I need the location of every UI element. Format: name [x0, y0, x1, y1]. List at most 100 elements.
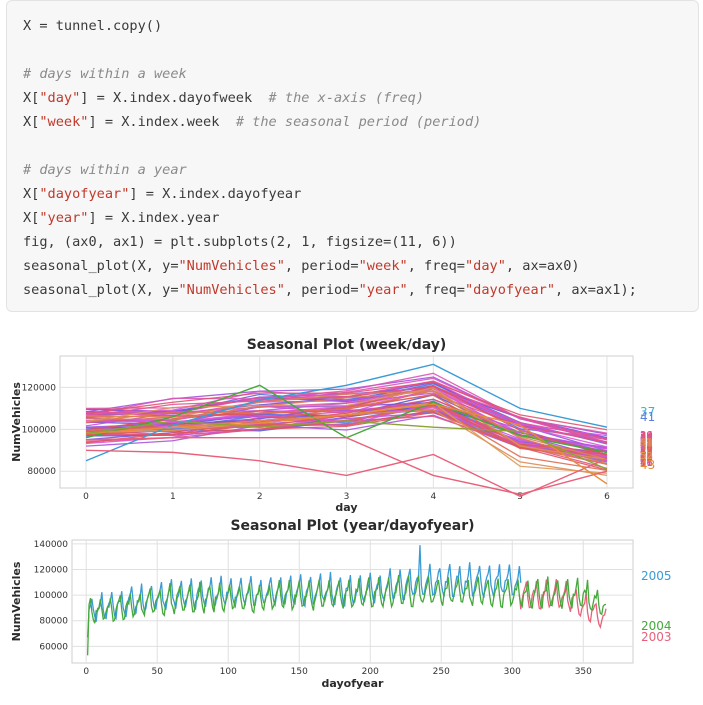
y-tick-label: 100000	[34, 591, 69, 601]
week-series-label: 41	[640, 458, 653, 469]
week-series-line	[85, 401, 608, 453]
code-token: X[	[23, 114, 40, 130]
x-tick-label: 4	[430, 492, 436, 502]
x-axis-label: day	[335, 501, 357, 514]
week-series-label: 40	[640, 453, 653, 464]
legend-label: 41	[640, 410, 655, 424]
y-axis-label: NumVehicles	[10, 561, 23, 641]
week-series-label: 32	[640, 434, 653, 445]
week-series-label: 8	[640, 437, 646, 448]
code-token: # days within a year	[23, 162, 187, 178]
week-series-label: 50	[640, 451, 653, 462]
x-tick-label: 1	[170, 492, 176, 502]
x-tick-label: 300	[504, 667, 521, 677]
week-series-label: 37	[640, 442, 653, 453]
code-token: ] = X.index.dayofyear	[129, 186, 302, 202]
week-series-label: 49	[640, 437, 653, 448]
week-series-label: 5	[640, 448, 646, 459]
year-series-line	[86, 574, 607, 656]
week-series-label: 10	[640, 452, 653, 463]
x-tick-label: 200	[362, 667, 379, 677]
code-token: # the seasonal period (period)	[235, 114, 482, 130]
y-axis-label: NumVehicles	[10, 382, 23, 462]
week-series-label: 29	[640, 434, 653, 445]
x-tick-label: 0	[83, 492, 89, 502]
week-series-label: 9	[640, 436, 646, 447]
code-cell[interactable]: X = tunnel.copy() # days within a week X["…	[6, 0, 699, 312]
week-series-line	[86, 449, 608, 498]
week-series-label: 25	[640, 453, 653, 464]
code-token: , period=	[284, 282, 359, 298]
week-series-line	[85, 390, 608, 465]
week-series-line	[85, 403, 608, 485]
week-series-label: 38	[640, 450, 653, 461]
code-token: ] = X.index.week	[88, 114, 236, 130]
code-token: "dayofyear"	[39, 186, 130, 202]
week-series-line	[85, 411, 608, 471]
week-series-label: 51	[640, 438, 653, 449]
week-series-label: 22	[640, 450, 653, 461]
code-token: "NumVehicles"	[178, 282, 285, 298]
chart-title: Seasonal Plot (year/dayofyear)	[230, 518, 474, 534]
legend-label: 37	[640, 405, 655, 419]
x-tick-label: 0	[83, 667, 89, 677]
week-series-line	[86, 388, 608, 441]
code-token: , ax=ax1);	[555, 282, 637, 298]
week-series-label: 28	[640, 454, 653, 465]
y-tick-label: 80000	[39, 617, 68, 627]
code-token: X[	[23, 210, 40, 226]
y-tick-label: 140000	[34, 540, 69, 550]
week-series-label: 42	[640, 440, 653, 451]
code-line: X["year"] = X.index.year	[23, 208, 219, 228]
code-line: # days within a year	[23, 160, 187, 180]
x-tick-label: 150	[291, 667, 308, 677]
code-line: X["week"] = X.index.week # the seasonal …	[23, 112, 481, 132]
x-tick-label: 2	[257, 492, 263, 502]
week-series-label: 1	[640, 456, 646, 467]
code-token: X = tunnel.copy()	[23, 18, 163, 34]
week-series-label: 17	[640, 458, 653, 469]
y-tick-label: 120000	[22, 383, 57, 393]
code-token: # days within a week	[23, 66, 187, 82]
week-series-label: 6	[640, 447, 646, 458]
code-token: , freq=	[407, 258, 465, 274]
week-series-label: 26	[640, 443, 653, 454]
code-token: ] = X.index.year	[88, 210, 220, 226]
week-series-line	[85, 387, 608, 461]
code-line: X = tunnel.copy()	[23, 16, 162, 36]
week-series-label: 24	[640, 431, 653, 442]
code-line: X["dayofyear"] = X.index.dayofyear	[23, 184, 301, 204]
y-tick-label: 60000	[39, 642, 68, 652]
week-series-label: 11	[640, 446, 653, 457]
chart-title: Seasonal Plot (week/day)	[247, 337, 447, 353]
week-series-label: 39	[640, 430, 653, 441]
week-series-label: 14	[640, 442, 653, 453]
week-series-label: 47	[640, 442, 653, 453]
code-token: "week"	[358, 258, 408, 274]
week-series-label: 13	[640, 433, 653, 444]
code-token: "day"	[39, 90, 81, 106]
week-series-label: 31	[640, 437, 653, 448]
week-series-label: 27	[640, 455, 653, 466]
legend-label: 2003	[641, 630, 672, 644]
week-series-label: 12	[640, 446, 653, 457]
x-axis-label: dayofyear	[322, 677, 385, 690]
week-series-label: 23	[640, 443, 653, 454]
code-token: # the x-axis (freq)	[268, 90, 425, 106]
code-line: seasonal_plot(X, y="NumVehicles", period…	[23, 280, 637, 300]
week-series-label: 35	[640, 433, 653, 444]
code-token: X[	[23, 186, 40, 202]
week-series-label: 3	[640, 434, 646, 445]
week-series-line	[86, 437, 608, 496]
week-series-label: 7	[640, 453, 646, 464]
code-token: fig, (ax0, ax1) = plt.subplots(2, 1, fig…	[23, 234, 457, 250]
y-tick-label: 120000	[34, 565, 69, 575]
week-series-label: 30	[640, 430, 653, 441]
code-token: ] = X.index.dayofweek	[80, 90, 269, 106]
x-tick-label: 50	[151, 667, 163, 677]
week-series-label: 20	[640, 441, 653, 452]
week-series-label: 21	[640, 439, 653, 450]
x-tick-label: 100	[220, 667, 237, 677]
year-series-line	[518, 579, 607, 630]
